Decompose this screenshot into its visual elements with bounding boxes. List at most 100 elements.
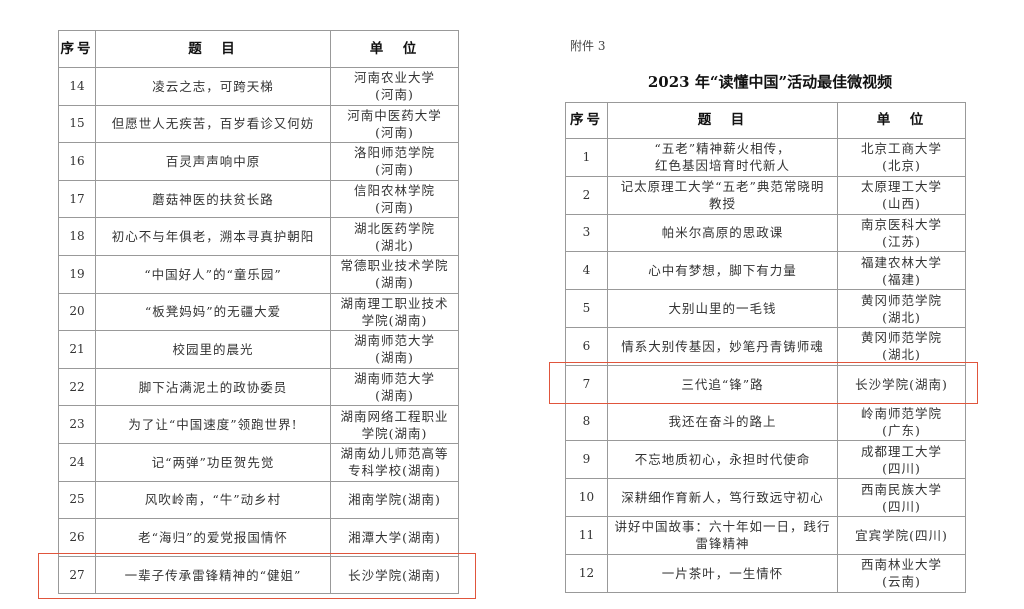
row-index: 21 (58, 330, 96, 369)
row-title: 风吹岭南，“牛”动乡村 (95, 480, 331, 520)
row-title: 凌云之志，可跨天梯 (95, 67, 331, 106)
attachment-label: 附件 3 (570, 39, 606, 53)
row-index: 18 (58, 217, 96, 256)
row-title: 蘑菇神医的扶贫长路 (95, 179, 331, 219)
header-title: 题 目 (95, 30, 331, 68)
header-unit: 单 位 (330, 30, 459, 68)
table-row: 20 “板凳妈妈”的无疆大爱 湖南理工职业技术 学院(湖南) (58, 292, 459, 332)
row-title: “中国好人”的“童乐园” (95, 254, 331, 294)
table-row: 11 讲好中国故事：六十年如一日，践行 雷锋精神 宜宾学院(四川) (565, 515, 966, 555)
row-title: 记太原理工大学“五老”典范常晓明 教授 (607, 175, 838, 215)
highlight-box-row-7 (549, 362, 978, 404)
row-unit: 南京医科大学 (江苏) (837, 213, 966, 253)
row-unit: 湖南网络工程职业 学院(湖南) (330, 405, 459, 444)
row-index: 10 (565, 478, 608, 517)
table-row: 25 风吹岭南，“牛”动乡村 湘南学院(湖南) (58, 480, 459, 520)
row-index: 11 (565, 515, 608, 555)
row-unit: 湖南师范大学 (湖南) (330, 367, 459, 407)
row-index: 15 (58, 104, 96, 144)
row-unit: 河南中医药大学 (河南) (330, 104, 459, 144)
table-row: 4 心中有梦想，脚下有力量 福建农林大学 (福建) (565, 251, 966, 291)
row-unit: 湖南理工职业技术 学院(湖南) (330, 292, 459, 332)
row-title: “板凳妈妈”的无疆大爱 (95, 292, 331, 332)
row-unit: 西南民族大学 (四川) (837, 478, 966, 517)
row-index: 1 (565, 138, 608, 177)
row-index: 3 (565, 213, 608, 253)
row-index: 23 (58, 405, 96, 444)
table-row: 12 一片茶叶，一生情怀 西南林业大学 (云南) (565, 553, 966, 593)
row-title: 三代追“锋”路 (607, 364, 838, 404)
row-unit: 湖南幼儿师范高等 专科学校(湖南) (330, 442, 459, 482)
row-unit: 黄冈师范学院 (湖北) (837, 326, 966, 366)
table-row: 17 蘑菇神医的扶贫长路 信阳农林学院 (河南) (58, 179, 459, 219)
row-title: 为了让“中国速度”领跑世界! (95, 405, 331, 444)
row-unit: 湖南师范大学 (湖南) (330, 330, 459, 369)
best-micro-video-table: 序号 题 目 单 位 1 “五老”精神薪火相传， 红色基因培育时代新人 北京工商大学… (565, 102, 966, 593)
row-title: 情系大别传基因，妙笔丹青铸师魂 (607, 326, 838, 366)
header-title: 题 目 (607, 102, 838, 139)
row-unit: 湘潭大学(湖南) (330, 518, 459, 557)
table-row: 10 深耕细作育新人，笃行致远守初心 西南民族大学 (四川) (565, 478, 966, 517)
row-index: 19 (58, 254, 96, 294)
row-index: 14 (58, 67, 96, 106)
row-index: 16 (58, 142, 96, 181)
table-row: 16 百灵声声响中原 洛阳师范学院 (河南) (58, 142, 459, 181)
table-row: 8 我还在奋斗的路上 岭南师范学院 (广东) (565, 402, 966, 442)
row-title: 但愿世人无疾苦，百岁看诊又何妨 (95, 104, 331, 144)
row-title: 深耕细作育新人，笃行致远守初心 (607, 478, 838, 517)
row-title: 记“两弹”功臣贺先觉 (95, 442, 331, 482)
header-index: 序号 (565, 102, 608, 139)
table-row: 26 老“海归”的爱党报国情怀 湘潭大学(湖南) (58, 518, 459, 557)
row-unit: 西南林业大学 (云南) (837, 553, 966, 593)
row-title: 一片茶叶，一生情怀 (607, 553, 838, 593)
row-title: 帕米尔高原的思政课 (607, 213, 838, 253)
row-unit: 宜宾学院(四川) (837, 515, 966, 555)
row-title: 老“海归”的爱党报国情怀 (95, 518, 331, 557)
table-row-highlighted: 27 一辈子传承雷锋精神的“健姐” 长沙学院(湖南) (58, 555, 459, 595)
row-index: 4 (565, 251, 608, 291)
row-index: 27 (58, 555, 96, 595)
row-unit: 太原理工大学 (山西) (837, 175, 966, 215)
table-row: 9 不忘地质初心，永担时代使命 成都理工大学 (四川) (565, 440, 966, 480)
row-unit: 常德职业技术学院 (湖南) (330, 254, 459, 294)
table-row: 6 情系大别传基因，妙笔丹青铸师魂 黄冈师范学院 (湖北) (565, 326, 966, 366)
row-index: 25 (58, 480, 96, 520)
table-row: 1 “五老”精神薪火相传， 红色基因培育时代新人 北京工商大学 (北京) (565, 138, 966, 177)
row-unit: 北京工商大学 (北京) (837, 138, 966, 177)
header-unit: 单 位 (837, 102, 966, 139)
row-title: 校园里的晨光 (95, 330, 331, 369)
row-index: 12 (565, 553, 608, 593)
row-index: 20 (58, 292, 96, 332)
table-row: 15 但愿世人无疾苦，百岁看诊又何妨 河南中医药大学 (河南) (58, 104, 459, 144)
row-title: 我还在奋斗的路上 (607, 402, 838, 442)
table-row: 19 “中国好人”的“童乐园” 常德职业技术学院 (湖南) (58, 254, 459, 294)
row-title: “五老”精神薪火相传， 红色基因培育时代新人 (607, 138, 838, 177)
header-index: 序号 (58, 30, 96, 68)
row-index: 17 (58, 179, 96, 219)
row-title: 初心不与年俱老，溯本寻真护朝阳 (95, 217, 331, 256)
row-unit: 湖北医药学院 (湖北) (330, 217, 459, 256)
row-unit: 河南农业大学 (河南) (330, 67, 459, 106)
row-unit: 信阳农林学院 (河南) (330, 179, 459, 219)
row-unit: 黄冈师范学院 (湖北) (837, 289, 966, 328)
table-row: 18 初心不与年俱老，溯本寻真护朝阳 湖北医药学院 (湖北) (58, 217, 459, 256)
row-title: 讲好中国故事：六十年如一日，践行 雷锋精神 (607, 515, 838, 555)
row-title: 脚下沾满泥土的政协委员 (95, 367, 331, 407)
table-row: 5 大别山里的一毛钱 黄冈师范学院 (湖北) (565, 289, 966, 328)
row-index: 26 (58, 518, 96, 557)
row-title: 不忘地质初心，永担时代使命 (607, 440, 838, 480)
row-title: 一辈子传承雷锋精神的“健姐” (95, 555, 331, 595)
row-unit: 岭南师范学院 (广东) (837, 402, 966, 442)
table-row: 23 为了让“中国速度”领跑世界! 湖南网络工程职业 学院(湖南) (58, 405, 459, 444)
table-row: 2 记太原理工大学“五老”典范常晓明 教授 太原理工大学 (山西) (565, 175, 966, 215)
row-index: 9 (565, 440, 608, 480)
row-unit: 成都理工大学 (四川) (837, 440, 966, 480)
row-unit: 福建农林大学 (福建) (837, 251, 966, 291)
row-unit: 湘南学院(湖南) (330, 480, 459, 520)
row-unit: 长沙学院(湖南) (330, 555, 459, 595)
table-row-highlighted: 7 三代追“锋”路 长沙学院(湖南) (565, 364, 966, 404)
row-title: 百灵声声响中原 (95, 142, 331, 181)
row-title: 心中有梦想，脚下有力量 (607, 251, 838, 291)
row-title: 大别山里的一毛钱 (607, 289, 838, 328)
row-index: 2 (565, 175, 608, 215)
